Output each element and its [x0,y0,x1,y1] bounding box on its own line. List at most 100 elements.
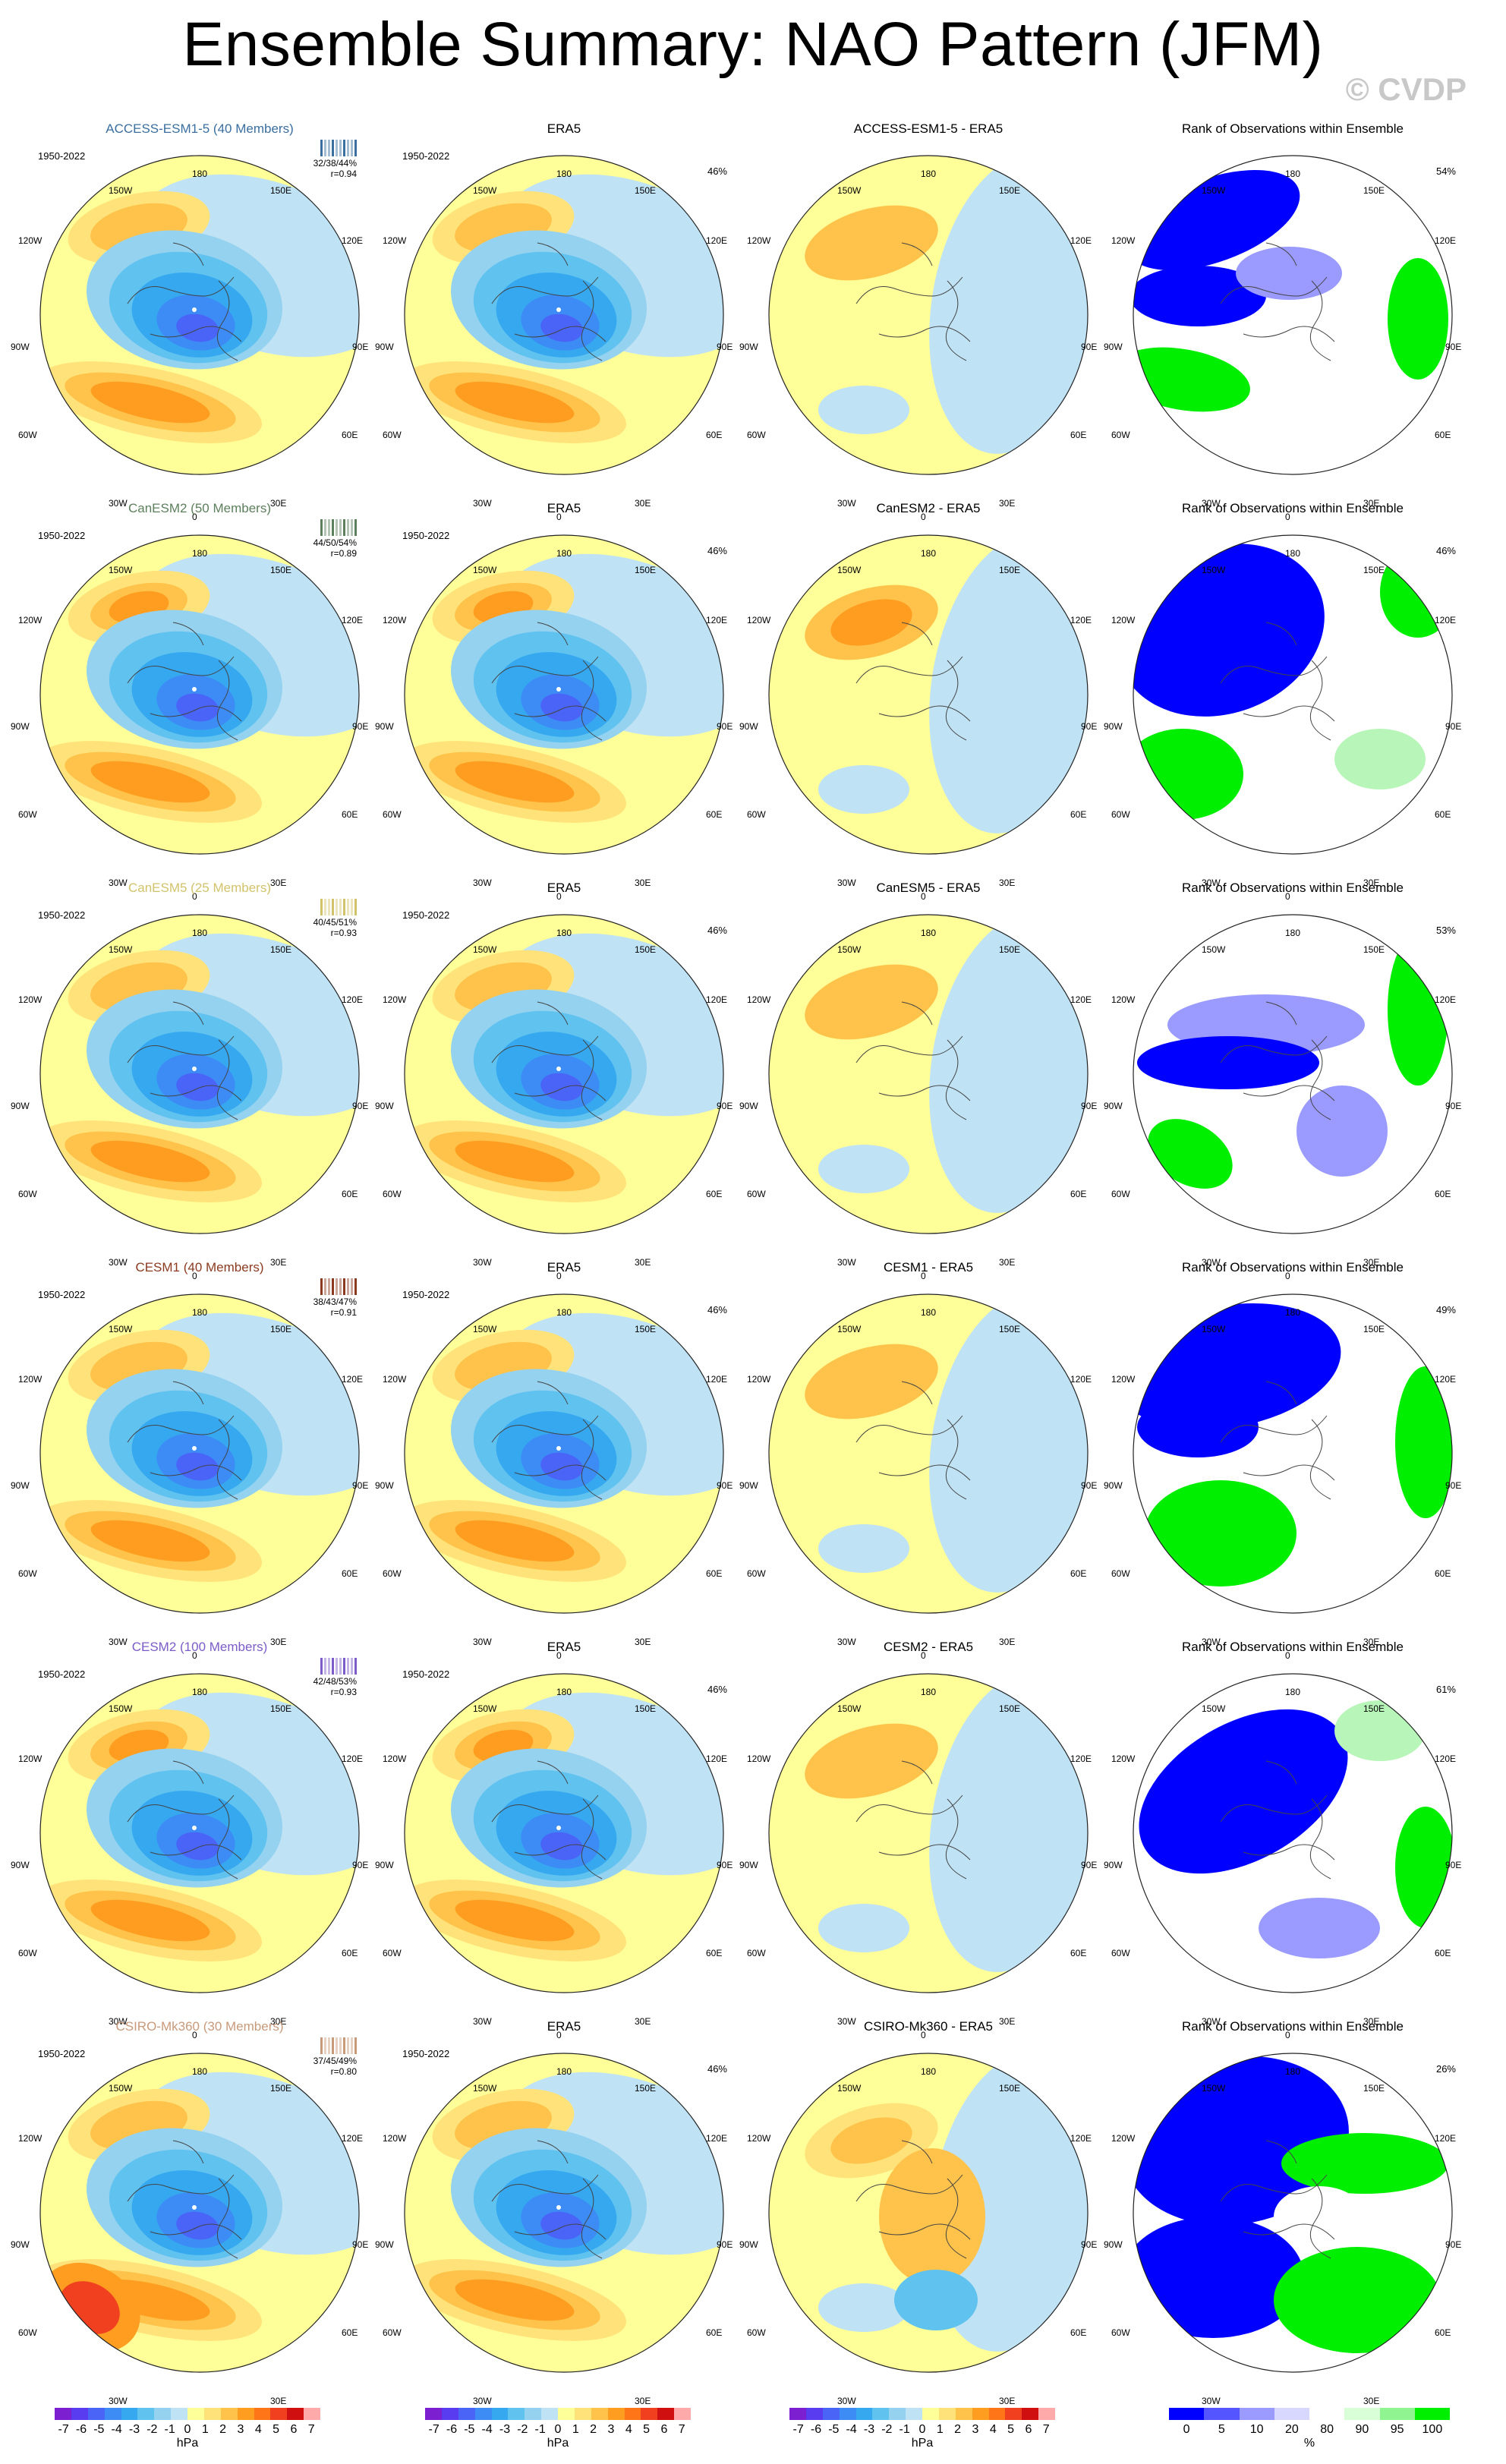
lon-label-bottom-left: 30W [109,1637,128,1647]
lon-label-right: 90E [717,1101,733,1111]
lon-label-upper-right: 120E [342,1753,364,1764]
lon-label-bottom-right: 30E [999,2016,1016,2027]
colorbar-swatch [607,2408,625,2420]
colorbar-swatch [641,2408,658,2420]
lon-label-bottom-right: 30E [999,1637,1016,1647]
lon-label-top-left: 150W [837,565,862,575]
lon-label-top-left: 150W [1202,1703,1226,1714]
lon-label-upper-left: 120W [1111,235,1136,246]
rank-title: Rank of Observations within Ensemble [1182,1260,1404,1275]
rank-map [1133,534,1453,855]
lon-label-top: 180 [556,2066,572,2077]
lon-label-lower-right: 60E [706,430,723,440]
member-bar [332,899,334,915]
colorbar-swatch [872,2408,890,2420]
lon-label-right: 90E [1081,721,1098,732]
lon-label-lower-left: 60W [747,1189,766,1199]
lon-label-top: 180 [192,1307,208,1318]
lon-label-bottom-left: 30W [837,1637,856,1647]
lon-label-upper-right: 120E [706,1374,728,1385]
rank-percent: 53% [1435,925,1456,936]
lon-label-top-left: 150W [109,565,133,575]
lon-label-bottom: 0 [921,2030,926,2040]
lon-label-top: 180 [1285,2066,1301,2077]
colorbar-tick-label: 100 [1422,2423,1443,2436]
lon-label-left: 90W [739,1480,758,1491]
lon-label-bottom-left: 30W [837,2396,856,2406]
lon-label-right: 90E [1081,1860,1098,1870]
colorbar-tick-label: 0 [1183,2423,1190,2436]
rank-title: Rank of Observations within Ensemble [1182,881,1404,895]
lon-label-lower-left: 60W [383,1568,402,1579]
colorbar-swatch [922,2408,939,2420]
colorbar-swatch [1204,2408,1240,2420]
lon-label-right: 90E [1445,2239,1462,2250]
lon-label-upper-right: 120E [1070,994,1092,1005]
member-bar [354,140,357,156]
lon-label-top-right: 150E [635,1703,657,1714]
colorbar-tick-label: 3 [237,2423,244,2436]
lon-label-left: 90W [739,1101,758,1111]
lon-label-right: 90E [717,721,733,732]
colorbar-unit: hPa [911,2437,934,2450]
colorbar-tick-label: 2 [954,2423,962,2436]
lon-label-top-right: 150E [635,185,657,196]
member-bar [343,1278,345,1295]
colorbar-swatch [71,2408,88,2420]
lon-label-upper-left: 120W [1111,994,1136,1005]
lon-label-bottom: 0 [192,2030,197,2040]
model-map [39,1293,360,1614]
lon-label-bottom: 0 [921,891,926,902]
colorbar-tick-label: 4 [625,2423,632,2436]
period-label: 1950-2022 [38,909,86,921]
lon-label-bottom-right: 30E [1363,498,1380,509]
colorbar-swatches [1169,2408,1450,2420]
lon-label-top: 180 [921,1687,937,1697]
lon-label-upper-left: 120W [18,994,43,1005]
lon-label-top-right: 150E [1363,185,1385,196]
era5-panel: ERA5 1950-2022 46% 180 150W 150E 120W 120E 90W 90… [375,501,742,902]
lon-label-bottom-right: 30E [270,2016,287,2027]
lon-label-bottom-left: 30W [1202,878,1221,888]
lon-label-top-left: 150W [109,1703,133,1714]
colorbar-tick-label: 2 [219,2423,227,2436]
member-bar [354,519,357,536]
lon-label-right: 90E [1445,1101,1462,1111]
lon-label-lower-right: 60E [706,1948,723,1958]
lon-label-lower-left: 60W [747,1568,766,1579]
member-spread-inset: 37/45/49% r=0.80 [296,2036,357,2089]
rank-title: Rank of Observations within Ensemble [1182,501,1404,515]
lon-label-upper-left: 120W [18,1374,43,1385]
lon-label-top-right: 150E [1363,944,1385,955]
member-bar [320,2037,323,2054]
lon-label-right: 90E [1081,2239,1098,2250]
lon-label-bottom-left: 30W [473,2016,492,2027]
lon-label-bottom: 0 [556,2030,562,2040]
colorbar-tick-label: 0 [918,2423,926,2436]
member-bar [320,519,323,536]
lon-label-upper-left: 120W [383,2133,407,2144]
period-label: 1950-2022 [402,1668,450,1680]
lon-label-lower-right: 60E [1070,2327,1087,2338]
lon-label-left: 90W [739,721,758,732]
lon-label-top-left: 150W [837,944,862,955]
colorbar-tick-label: 4 [989,2423,997,2436]
inset-range: 32/38/44% [313,158,357,169]
lon-label-upper-right: 120E [706,994,728,1005]
lon-label-top-left: 150W [473,2083,497,2094]
lon-label-upper-left: 120W [747,235,771,246]
lon-label-bottom-left: 30W [1202,498,1221,509]
lon-label-bottom: 0 [556,891,562,902]
lon-label-top-right: 150E [270,1324,292,1334]
lon-label-left: 90W [1104,2239,1123,2250]
colorbar-swatch [525,2408,542,2420]
member-bar [339,1278,342,1295]
member-bar [328,1278,330,1295]
diff-panel: CanESM2 - ERA5 180 150W 150E 120W 120E 90W 90E 6… [739,501,1107,902]
colorbar-tick-label: -5 [828,2423,840,2436]
lon-label-left: 90W [1104,342,1123,352]
period-label: 1950-2022 [402,530,450,541]
colorbar-swatches [55,2408,320,2420]
lon-label-top-left: 150W [473,1703,497,1714]
member-bar [336,140,338,156]
